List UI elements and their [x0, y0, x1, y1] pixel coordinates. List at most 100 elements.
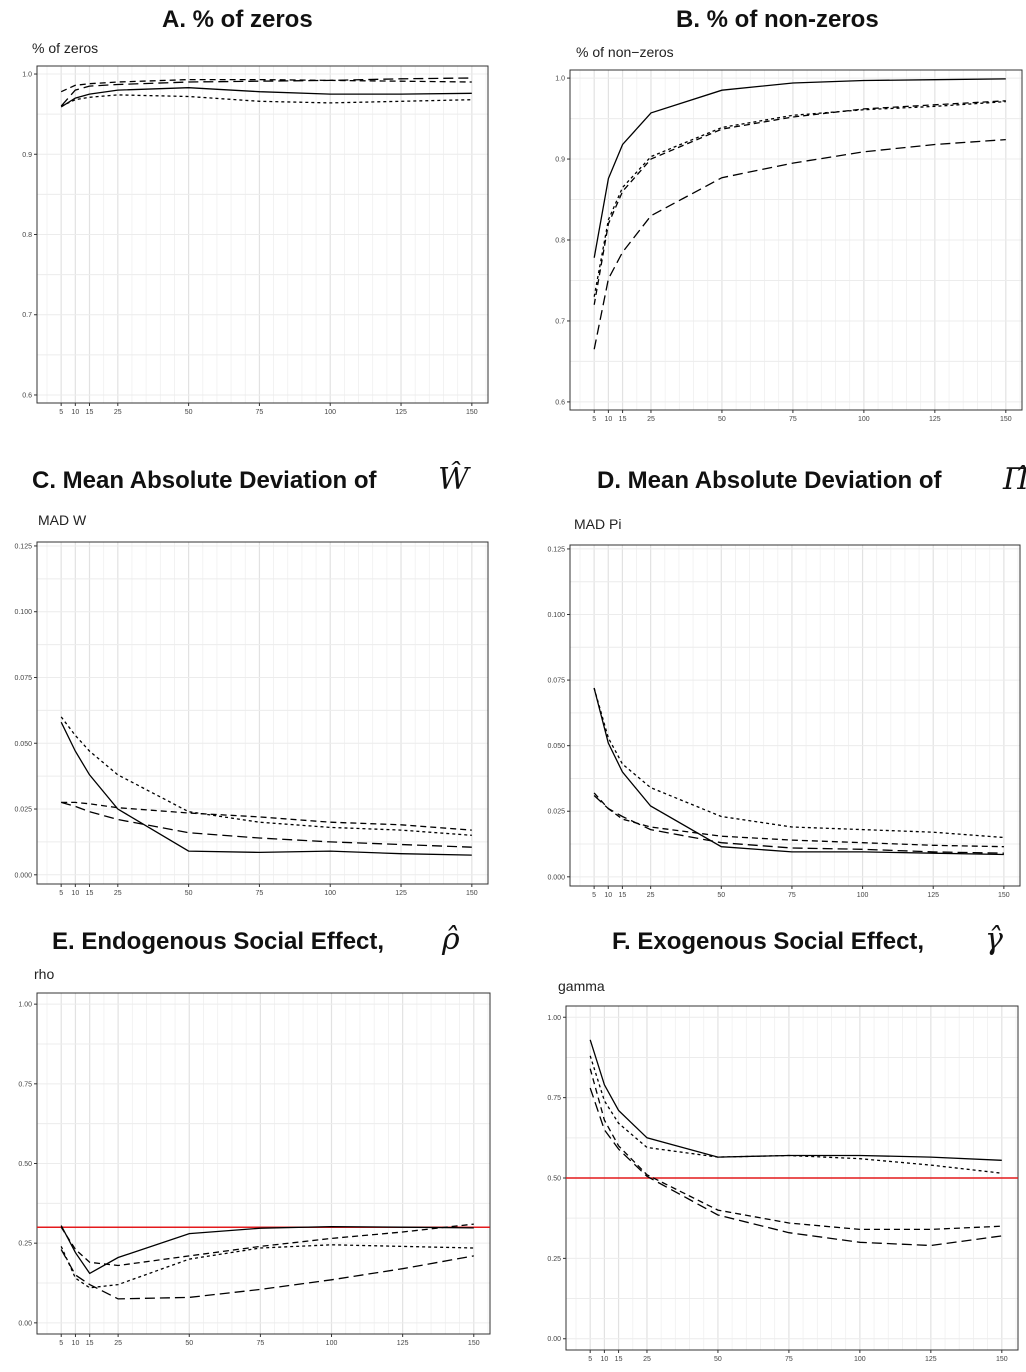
series-line-3	[589, 1068, 1002, 1231]
series-line-3	[60, 1244, 474, 1289]
panel-a-title: A. % of zeros	[162, 6, 313, 33]
x-tick-label: 25	[643, 1356, 651, 1363]
panel-e-title: E. Endogenous Social Effect,	[52, 928, 385, 955]
x-tick-label: 75	[256, 890, 264, 897]
panel-f-title: F. Exogenous Social Effect,	[612, 928, 925, 955]
x-tick-label: 150	[466, 409, 478, 416]
series-line-3	[60, 77, 472, 107]
x-tick-label: 50	[718, 416, 726, 423]
y-tick-label: 0.125	[547, 546, 565, 553]
panel-c-title: C. Mean Absolute Deviation of	[32, 467, 377, 494]
x-tick-label: 100	[324, 890, 336, 897]
series-line-1	[593, 687, 1004, 856]
x-tick-label: 10	[604, 892, 612, 899]
x-tick-label: 100	[858, 416, 870, 423]
grid	[37, 542, 488, 884]
y-tick-label: 0.100	[14, 609, 32, 616]
y-tick-label: 0.6	[22, 392, 32, 399]
x-tick-label: 75	[256, 409, 264, 416]
y-tick-label: 0.00	[18, 1320, 32, 1327]
series-line-1	[593, 78, 1006, 258]
y-tick-label: 0.050	[547, 743, 565, 750]
panel-b-title: B. % of non-zeros	[676, 6, 879, 33]
panel-d-title: D. Mean Absolute Deviation of	[597, 467, 942, 494]
x-tick-label: 15	[86, 1340, 94, 1347]
x-tick-label: 5	[592, 416, 596, 423]
y-tick-label: 0.075	[14, 675, 32, 682]
y-tick-label: 0.025	[547, 809, 565, 816]
x-tick-label: 150	[468, 1340, 480, 1347]
x-tick-label: 100	[857, 892, 869, 899]
x-tick-label: 125	[395, 890, 407, 897]
series-line-4	[593, 795, 1004, 854]
y-tick-label: 1.00	[547, 1015, 561, 1022]
series-line-1	[60, 1225, 474, 1275]
series-line-4	[589, 1087, 1002, 1247]
series-line-2	[60, 1223, 474, 1267]
x-tick-label: 100	[854, 1356, 866, 1363]
x-tick-label: 125	[395, 409, 407, 416]
y-tick-label: 0.125	[14, 543, 32, 550]
panel-b-ylabel: % of non−zeros	[576, 44, 674, 60]
x-tick-label: 25	[647, 416, 655, 423]
y-tick-label: 0.75	[18, 1081, 32, 1088]
panel-d-ylabel: MAD Pi	[574, 516, 622, 532]
series-line-4	[60, 94, 472, 107]
x-tick-label: 75	[785, 1356, 793, 1363]
y-tick-label: 1.0	[22, 72, 32, 79]
x-tick-label: 50	[185, 1340, 193, 1347]
x-tick-label: 15	[86, 890, 94, 897]
y-tick-label: 0.8	[22, 232, 32, 239]
y-tick-label: 0.025	[14, 807, 32, 814]
y-tick-label: 0.75	[547, 1095, 561, 1102]
x-tick-label: 10	[72, 1340, 80, 1347]
x-tick-label: 5	[59, 1340, 63, 1347]
y-tick-label: 0.7	[22, 312, 32, 319]
series-line-2	[60, 716, 472, 836]
y-tick-label: 0.050	[14, 741, 32, 748]
x-tick-label: 15	[618, 892, 626, 899]
x-tick-label: 10	[604, 416, 612, 423]
panel-e-ylabel: rho	[34, 966, 55, 982]
plot-border	[569, 544, 1021, 887]
x-tick-label: 150	[466, 890, 478, 897]
y-tick-label: 0.50	[547, 1176, 561, 1183]
grid	[570, 70, 1022, 410]
x-tick-label: 25	[114, 1340, 122, 1347]
y-tick-label: 0.9	[555, 157, 565, 164]
x-tick-label: 150	[996, 1356, 1008, 1363]
panel-d-title-symbol: Π̂	[1003, 462, 1026, 497]
x-tick-label: 5	[588, 1356, 592, 1363]
x-tick-label: 5	[592, 892, 596, 899]
series-line-4	[593, 138, 1006, 350]
x-tick-label: 10	[71, 409, 79, 416]
y-tick-label: 0.6	[555, 399, 565, 406]
x-tick-label: 10	[71, 890, 79, 897]
y-tick-label: 0.00	[547, 1336, 561, 1343]
grid	[570, 545, 1020, 886]
x-tick-label: 15	[619, 416, 627, 423]
y-tick-label: 0.9	[22, 152, 32, 159]
x-tick-label: 150	[1000, 416, 1012, 423]
grid	[37, 993, 490, 1334]
x-tick-label: 100	[324, 409, 336, 416]
y-tick-label: 0.8	[555, 238, 565, 245]
panel-c-title-symbol: Ŵ	[438, 462, 469, 497]
y-tick-label: 0.100	[547, 612, 565, 619]
x-tick-label: 25	[647, 892, 655, 899]
x-tick-label: 25	[114, 890, 122, 897]
panel-f-title-symbol: γ̂	[985, 922, 1003, 957]
x-tick-label: 125	[929, 416, 941, 423]
x-tick-label: 100	[326, 1340, 338, 1347]
series-line-2	[589, 1055, 1002, 1174]
x-tick-label: 125	[925, 1356, 937, 1363]
panel-e-title-symbol: ρ̂	[442, 922, 460, 957]
x-tick-label: 5	[59, 409, 63, 416]
x-tick-label: 25	[114, 409, 122, 416]
x-tick-label: 10	[600, 1356, 608, 1363]
y-tick-label: 0.25	[547, 1256, 561, 1263]
